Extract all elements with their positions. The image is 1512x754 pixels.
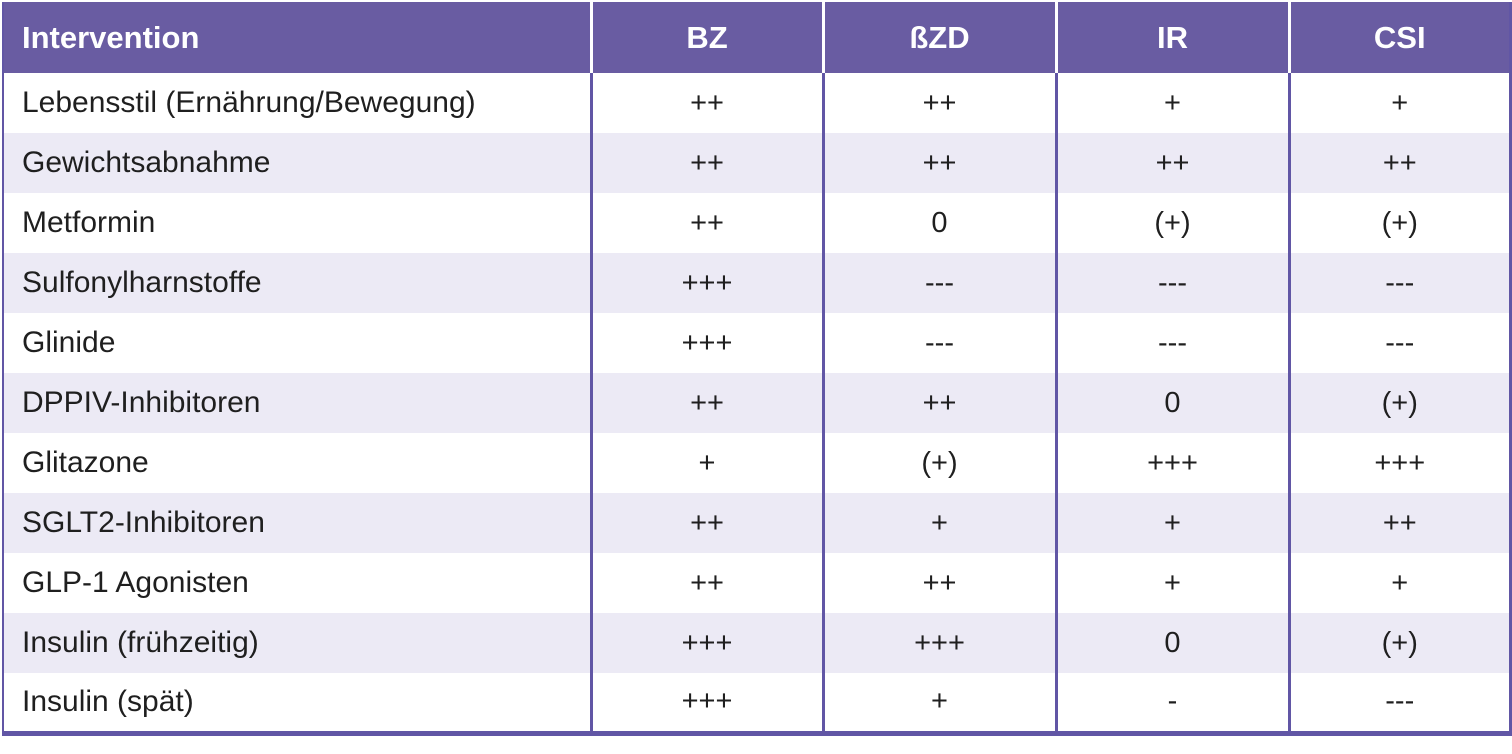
cell-value: --- [821,253,1056,313]
cell-value: + [1287,553,1511,613]
cell-value: ++ [589,373,823,433]
cell-value: --- [821,313,1056,373]
cell-value: ++ [589,73,823,133]
cell-value: --- [1054,253,1289,313]
row-label: GLP-1 Agonisten [3,553,591,613]
column-header-csi: CSI [1287,2,1511,73]
cell-value: ++ [589,193,823,253]
cell-value: +++ [821,613,1056,673]
cell-value: +++ [1287,433,1511,493]
table-row: Gewichtsabnahme ++ ++ ++ ++ [3,133,1511,193]
cell-value: +++ [589,313,823,373]
cell-value: --- [1287,313,1511,373]
cell-value: ++ [821,133,1056,193]
table-row: Metformin ++ 0 (+) (+) [3,193,1511,253]
cell-value: + [1054,493,1289,553]
cell-value: - [1054,673,1289,733]
column-header-intervention: Intervention [3,2,591,73]
header-row: Intervention BZ ßZD IR CSI [3,2,1511,73]
column-header-bz: BZ [589,2,823,73]
intervention-ratings-table: Intervention BZ ßZD IR CSI Lebensstil (E… [2,2,1512,736]
cell-value: + [821,673,1056,733]
table-row: Sulfonylharnstoffe +++ --- --- --- [3,253,1511,313]
row-label: Glitazone [3,433,591,493]
cell-value: ++ [1054,133,1289,193]
cell-value: ++ [821,373,1056,433]
cell-value: ++ [821,73,1056,133]
table-header: Intervention BZ ßZD IR CSI [3,2,1511,73]
cell-value: ++ [821,553,1056,613]
row-label: Gewichtsabnahme [3,133,591,193]
column-header-ir: IR [1054,2,1289,73]
cell-value: --- [1287,253,1511,313]
table-container: Intervention BZ ßZD IR CSI Lebensstil (E… [2,2,1512,736]
row-label: Insulin (spät) [3,673,591,733]
column-header-bzd: ßZD [821,2,1056,73]
table-row: GLP-1 Agonisten ++ ++ + + [3,553,1511,613]
cell-value: --- [1287,673,1511,733]
cell-value: ++ [589,133,823,193]
row-label: Insulin (frühzeitig) [3,613,591,673]
table-row: Insulin (spät) +++ + - --- [3,673,1511,733]
cell-value: (+) [1287,373,1511,433]
table-body: Lebensstil (Ernährung/Bewegung) ++ ++ + … [3,73,1511,733]
table-row: DPPIV-Inhibitoren ++ ++ 0 (+) [3,373,1511,433]
table-row: Glitazone + (+) +++ +++ [3,433,1511,493]
cell-value: (+) [1054,193,1289,253]
cell-value: (+) [1287,193,1511,253]
cell-value: (+) [821,433,1056,493]
row-label: SGLT2-Inhibitoren [3,493,591,553]
cell-value: + [821,493,1056,553]
cell-value: + [1287,73,1511,133]
row-label: Glinide [3,313,591,373]
cell-value: +++ [589,673,823,733]
row-label: DPPIV-Inhibitoren [3,373,591,433]
cell-value: 0 [1054,373,1289,433]
cell-value: ++ [1287,133,1511,193]
table-row: Glinide +++ --- --- --- [3,313,1511,373]
cell-value: ++ [589,553,823,613]
cell-value: ++ [1287,493,1511,553]
row-label: Sulfonylharnstoffe [3,253,591,313]
row-label: Lebensstil (Ernährung/Bewegung) [3,73,591,133]
table-row: Lebensstil (Ernährung/Bewegung) ++ ++ + … [3,73,1511,133]
cell-value: +++ [589,613,823,673]
cell-value: + [589,433,823,493]
cell-value: + [1054,553,1289,613]
cell-value: ++ [589,493,823,553]
cell-value: 0 [821,193,1056,253]
cell-value: +++ [589,253,823,313]
cell-value: (+) [1287,613,1511,673]
row-label: Metformin [3,193,591,253]
table-row: Insulin (frühzeitig) +++ +++ 0 (+) [3,613,1511,673]
cell-value: +++ [1054,433,1289,493]
table-row: SGLT2-Inhibitoren ++ + + ++ [3,493,1511,553]
cell-value: 0 [1054,613,1289,673]
cell-value: + [1054,73,1289,133]
cell-value: --- [1054,313,1289,373]
